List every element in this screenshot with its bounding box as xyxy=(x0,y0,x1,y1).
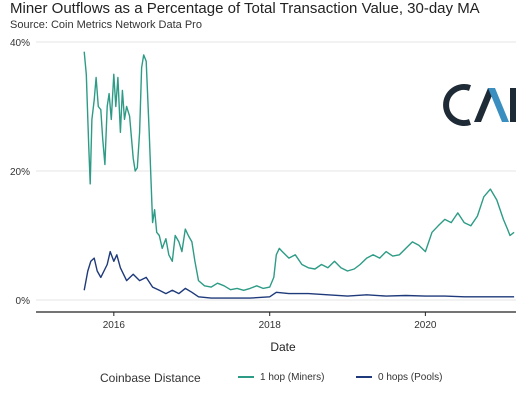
legend-item-pools: 0 hops (Pools) xyxy=(356,372,442,383)
y-tick-label: 0% xyxy=(16,296,31,307)
chart-title: Miner Outflows as a Percentage of Total … xyxy=(10,0,480,17)
legend-title: Coinbase Distance xyxy=(100,371,201,385)
y-tick-label: 40% xyxy=(10,38,30,49)
x-tick-label: 2016 xyxy=(103,320,126,331)
series-line-miners xyxy=(83,51,515,291)
legend-item-miners: 1 hop (Miners) xyxy=(238,372,324,383)
y-tick-label: 20% xyxy=(10,167,30,178)
legend-swatch-pools xyxy=(356,376,372,379)
x-axis-label: Date xyxy=(270,340,296,354)
x-tick-label: 2018 xyxy=(259,320,282,331)
chart-subtitle: Source: Coin Metrics Network Data Pro xyxy=(10,19,202,31)
y-tick-labels: 0% 20% 40% xyxy=(10,38,30,307)
coin-metrics-logo xyxy=(443,84,516,126)
series-line-pools xyxy=(83,250,515,299)
legend-label-miners: 1 hop (Miners) xyxy=(260,372,325,383)
legend-swatch-miners xyxy=(238,376,254,379)
series-lines xyxy=(83,51,515,299)
x-tick-label: 2020 xyxy=(414,320,437,331)
chart-legend: Coinbase Distance 1 hop (Miners) 0 hops … xyxy=(0,368,520,388)
grid-lines xyxy=(36,41,516,301)
x-axis: 2016 2018 2020 xyxy=(36,311,516,331)
legend-label-pools: 0 hops (Pools) xyxy=(378,372,443,383)
